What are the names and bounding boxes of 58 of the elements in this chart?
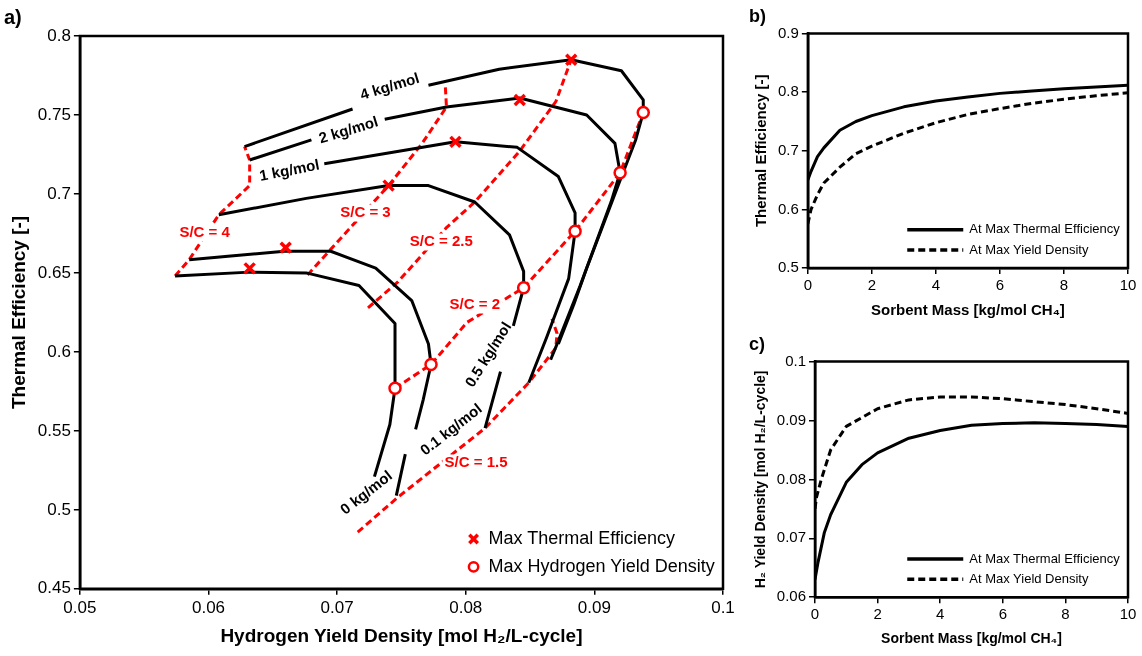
- x-axis-title: Sorbent Mass [kg/mol CH₄]: [871, 301, 1065, 319]
- chart-title: c): [749, 333, 766, 354]
- x-axis-title: Hydrogen Yield Density [mol H₂/L-cycle]: [220, 624, 583, 646]
- chart-title: b): [749, 5, 766, 26]
- legend-label: Max Hydrogen Yield Density: [488, 555, 715, 576]
- x-axis-title: Sorbent Mass [kg/mol CH₄]: [881, 630, 1062, 647]
- x-tick-label: 10: [1119, 276, 1137, 294]
- y-tick-label: 0.9: [777, 23, 799, 41]
- x-tick-label: 6: [995, 276, 1005, 294]
- legend-label: At Max Yield Density: [969, 241, 1089, 257]
- y-tick-label: 0.7: [777, 140, 799, 158]
- y-tick-label: 0.5: [777, 258, 799, 276]
- x-tick-label: 2: [873, 605, 882, 623]
- legend-label: At Max Thermal Efficiency: [969, 550, 1121, 566]
- y-axis-title: Thermal Efficiency [-]: [752, 74, 770, 228]
- y-tick-label: 0.07: [776, 528, 806, 546]
- x-tick-label: 4: [936, 605, 945, 623]
- y-tick-label: 0.6: [47, 341, 71, 361]
- text: 1 kg/mol: [257, 155, 321, 184]
- y-tick-label: 0.08: [776, 469, 806, 487]
- series-label: S/C = 3: [340, 203, 391, 221]
- x-tick-label: 0.07: [320, 597, 354, 617]
- y-tick-label: 0.6: [777, 199, 799, 217]
- series-label: S/C = 2.5: [409, 232, 473, 250]
- x-tick-label: 6: [998, 605, 1007, 623]
- x-tick-label: 0: [810, 605, 820, 623]
- x-tick-label: 0.05: [63, 597, 97, 617]
- y-tick-label: 0.1: [785, 351, 806, 369]
- x-tick-label: 8: [1059, 276, 1069, 294]
- y-tick-label: 0.45: [37, 578, 71, 598]
- x-tick-label: 0: [803, 276, 813, 294]
- y-tick-label: 0.8: [47, 25, 71, 45]
- y-tick-label: 0.09: [776, 410, 806, 428]
- x-tick-label: 4: [931, 276, 941, 294]
- x-tick-label: 10: [1119, 605, 1137, 623]
- series-label: S/C = 2: [449, 295, 500, 313]
- y-tick-label: 0.75: [37, 104, 71, 124]
- text: 4 kg/mol: [357, 68, 422, 103]
- series-label: S/C = 1.5: [444, 453, 508, 471]
- legend-label: At Max Yield Density: [969, 570, 1089, 586]
- y-tick-label: 0.8: [777, 82, 799, 100]
- y-tick-label: 0.65: [37, 262, 71, 282]
- y-axis-title: H₂ Yield Density [mol H₂/L-cycle]: [752, 370, 769, 589]
- series-label: S/C = 4: [179, 223, 231, 241]
- x-tick-label: 8: [1061, 605, 1070, 623]
- y-tick-label: 0.55: [37, 420, 71, 440]
- chart-title: a): [4, 5, 22, 28]
- text: 2 kg/mol: [316, 112, 380, 147]
- y-tick-label: 0.5: [47, 499, 71, 519]
- x-tick-label: 0.08: [449, 597, 483, 617]
- legend-label: At Max Thermal Efficiency: [969, 221, 1121, 237]
- x-tick-label: 0.06: [191, 597, 226, 617]
- y-tick-label: 0.7: [47, 183, 71, 203]
- x-tick-label: 2: [867, 276, 877, 294]
- x-tick-label: 0.1: [711, 597, 735, 617]
- legend-label: Max Thermal Efficiency: [488, 527, 675, 548]
- y-axis-title: Thermal Efficiency [-]: [7, 215, 29, 410]
- x-tick-label: 0.09: [577, 597, 611, 617]
